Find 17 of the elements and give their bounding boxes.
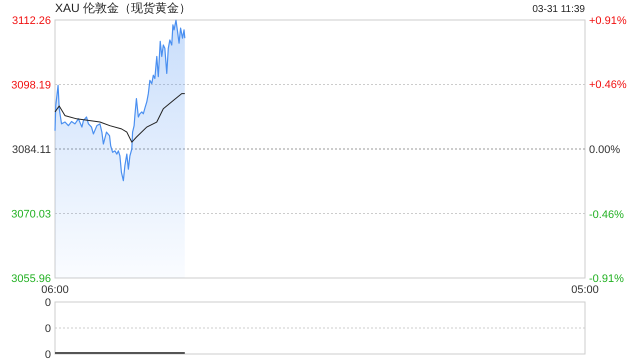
y2-tick-label: +0.46% [589, 78, 627, 91]
text: 0 [44, 297, 51, 309]
x-tick-label: 05:00 [571, 284, 599, 296]
x-tick-label: 06:00 [41, 284, 69, 296]
y-tick-label: 3084.11 [12, 144, 51, 156]
y-tick-label: 3055.96 [11, 273, 51, 285]
y-tick-label: 3098.19 [11, 79, 51, 92]
y2-tick-label: -0.91% [589, 273, 624, 285]
text: 03-31 11:39 [532, 4, 586, 15]
chart-title: XAU 伦敦金（现货黄金） [55, 1, 192, 15]
y2-tick-label: 0.00% [589, 144, 620, 156]
text: 0 [44, 349, 51, 360]
y-tick-label: 3112.26 [12, 15, 51, 27]
y2-tick-label: -0.46% [589, 209, 624, 222]
text: 0 [44, 323, 51, 335]
y2-tick-label: +0.91% [589, 15, 627, 27]
y-tick-label: 3070.03 [11, 208, 51, 221]
